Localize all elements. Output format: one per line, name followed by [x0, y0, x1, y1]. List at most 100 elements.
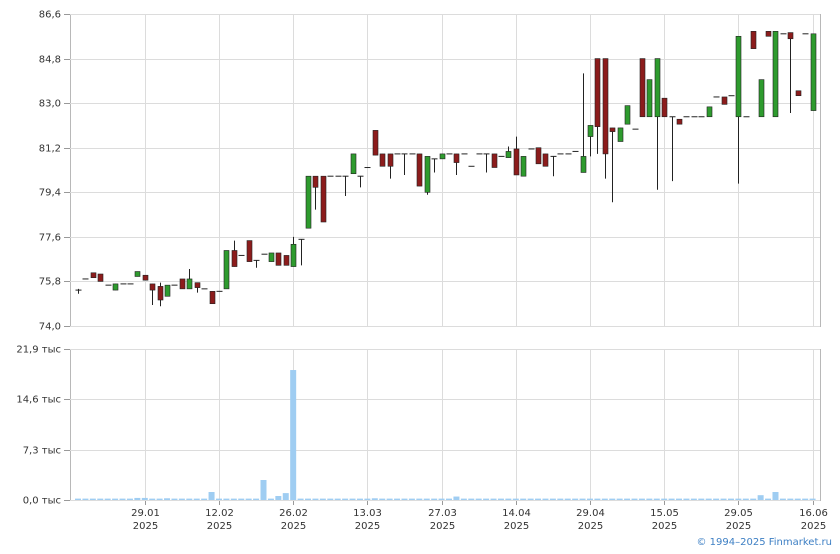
- volume-bar: [379, 498, 386, 500]
- candle-body: [246, 240, 253, 262]
- volume-bar: [171, 498, 178, 500]
- x-tick-label: 29.04 2025: [576, 508, 605, 532]
- credit: © 1994–2025 Finmarket.ru: [696, 537, 832, 548]
- volume-bar: [624, 498, 631, 500]
- volume-bar: [356, 498, 363, 500]
- volume-bar: [423, 498, 430, 500]
- candle-body: [491, 153, 498, 168]
- volume-bar: [275, 496, 282, 500]
- volume-bar: [676, 498, 683, 500]
- volume-bar: [82, 498, 89, 500]
- volume-bar: [750, 498, 757, 500]
- volume-bar: [787, 498, 794, 500]
- candle-body: [505, 151, 512, 158]
- candle-body: [231, 250, 238, 267]
- candle-body: [90, 272, 97, 279]
- candle-body: [609, 127, 616, 132]
- volume-bar: [549, 498, 556, 500]
- volume-bar: [497, 498, 504, 500]
- volume-bar: [490, 498, 497, 500]
- volume-bar: [601, 498, 608, 500]
- candle-body: [787, 32, 794, 40]
- volume-bar: [312, 498, 319, 500]
- candle-body: [617, 127, 624, 142]
- candle-body: [810, 33, 817, 111]
- y-tick-label: 86,6: [39, 10, 61, 21]
- x-tick-label: 26.02 2025: [279, 508, 308, 532]
- volume-bar: [297, 498, 304, 500]
- volume-bar: [542, 498, 549, 500]
- volume-bar: [349, 498, 356, 500]
- volume-bar: [89, 498, 96, 500]
- volume-bar: [616, 498, 623, 500]
- candle-body: [112, 283, 119, 291]
- volume-bar: [809, 498, 816, 500]
- volume-bar: [579, 498, 586, 500]
- volume-bar: [134, 497, 141, 500]
- volume-bar: [327, 498, 334, 500]
- volume-bar: [126, 498, 133, 500]
- candle-body: [661, 97, 668, 118]
- volume-bar: [520, 498, 527, 500]
- candle-body: [275, 252, 282, 266]
- volume-bar: [661, 498, 668, 500]
- candle-body: [513, 148, 520, 176]
- candle-body: [772, 31, 779, 118]
- candle-body: [164, 284, 171, 297]
- volume-bar: [260, 480, 267, 500]
- volume-bar: [245, 498, 252, 500]
- candle-body: [795, 90, 802, 97]
- volume-bar: [201, 498, 208, 500]
- volume-bar: [742, 498, 749, 500]
- x-tick-label: 29.01 2025: [131, 508, 160, 532]
- volume-bar: [178, 498, 185, 500]
- y-tick-label: 79,4: [39, 188, 61, 199]
- candle-body: [542, 153, 549, 167]
- candle-body: [439, 153, 446, 160]
- candle-body: [639, 58, 646, 118]
- volume-bar: [119, 498, 126, 500]
- volume-bar: [156, 498, 163, 500]
- y-tick-label: 0,0 тыс: [23, 496, 61, 507]
- candle-body: [283, 255, 290, 266]
- candle-body: [209, 291, 216, 305]
- volume-bar: [527, 498, 534, 500]
- candle-body: [305, 175, 312, 229]
- candle-body: [149, 283, 156, 291]
- candle-body: [290, 243, 297, 267]
- volume-bar: [193, 498, 200, 500]
- candle-body: [676, 118, 683, 125]
- candle-body: [654, 58, 661, 118]
- volume-bar: [282, 493, 289, 500]
- volume-bar: [794, 498, 801, 500]
- volume-bar: [460, 498, 467, 500]
- volume-bar: [208, 492, 215, 500]
- volume-bar: [557, 498, 564, 500]
- candle-body: [350, 153, 357, 175]
- volume-bar: [164, 498, 171, 500]
- candle-body: [706, 106, 713, 118]
- volume-bar: [468, 498, 475, 500]
- volume-bar: [609, 498, 616, 500]
- volume-bar: [342, 498, 349, 500]
- candle-body: [750, 31, 757, 49]
- candle-body: [453, 153, 460, 163]
- x-tick-label: 15.05 2025: [650, 508, 679, 532]
- volume-bar: [586, 498, 593, 500]
- volume-bar: [112, 498, 119, 500]
- candle-body: [416, 153, 423, 187]
- volume-bar: [438, 498, 445, 500]
- volume-bar: [475, 498, 482, 500]
- volume-bar: [446, 498, 452, 500]
- candle-body: [424, 156, 431, 193]
- candle-body: [580, 156, 587, 173]
- volume-bar: [267, 498, 274, 500]
- candle-body: [223, 250, 230, 290]
- volume-bar: [535, 498, 542, 500]
- candle-body: [646, 79, 653, 118]
- volume-bar: [223, 498, 230, 500]
- volume-bar: [765, 498, 772, 500]
- candle-body: [587, 125, 594, 137]
- candle-body: [602, 58, 609, 155]
- candle-body: [387, 153, 394, 167]
